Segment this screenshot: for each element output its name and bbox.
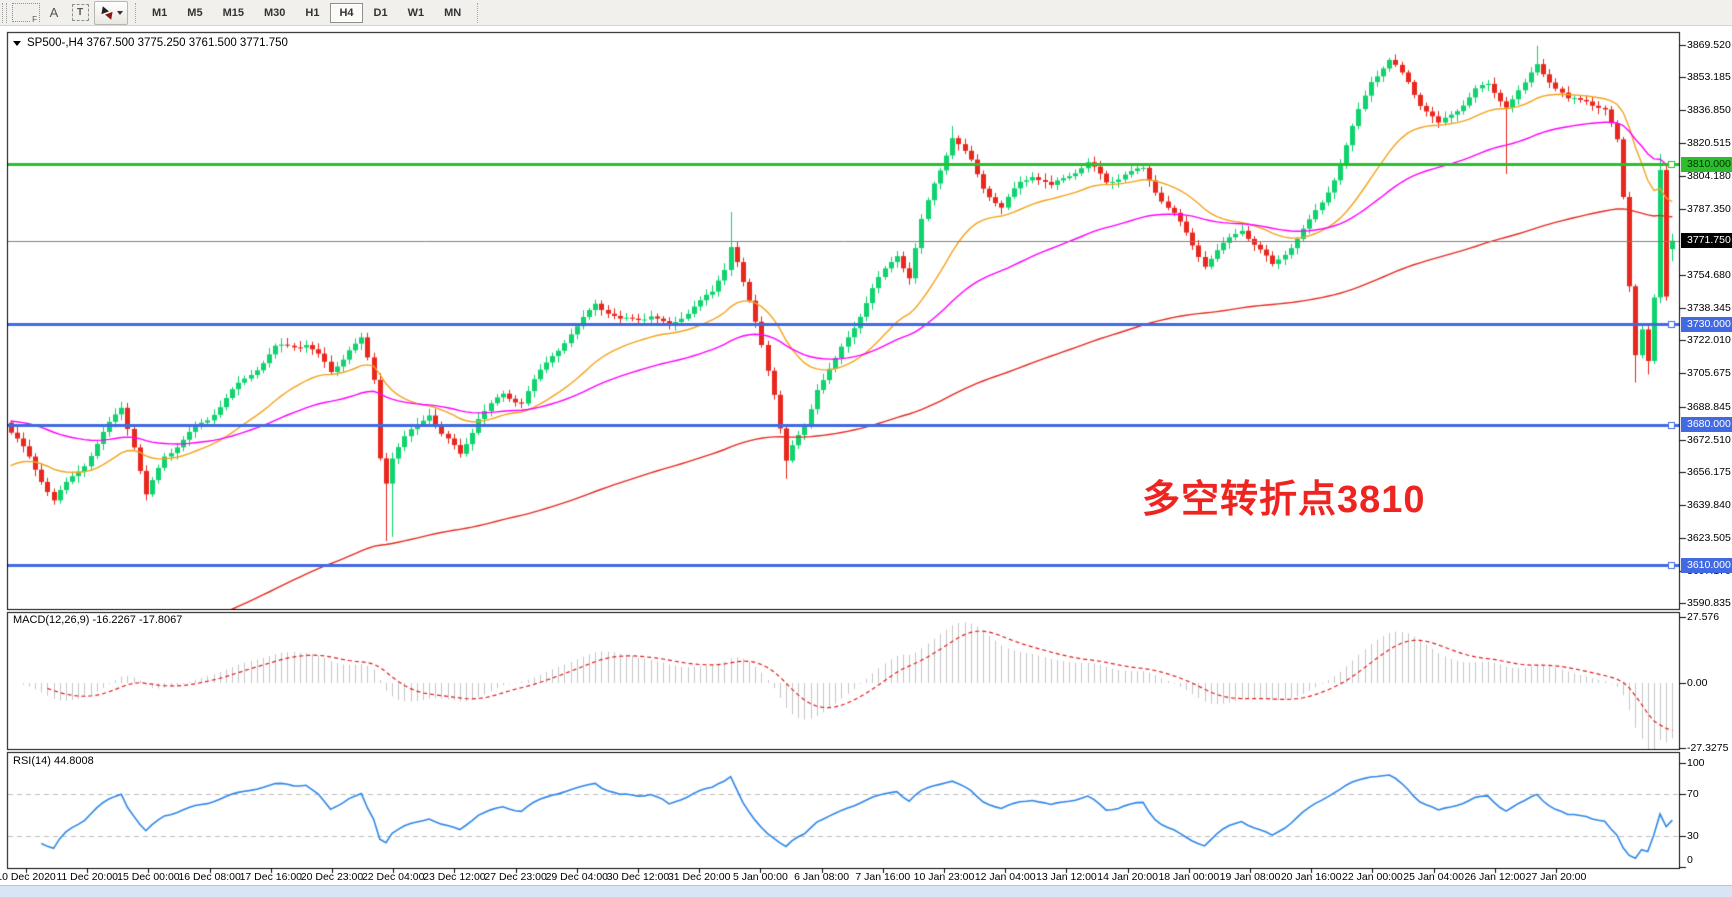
label-tool-button[interactable]: T xyxy=(68,2,92,24)
price-tick-label: 3656.175 xyxy=(1687,466,1731,479)
timeframe-button-m1[interactable]: M1 xyxy=(152,6,168,19)
macd-tick-label: 0.00 xyxy=(1687,677,1708,689)
dropdown-triangle-icon[interactable] xyxy=(13,40,21,46)
timeframe-button-m15[interactable]: M15 xyxy=(222,6,244,19)
time-label: 29 Dec 04:00 xyxy=(545,871,609,883)
time-label: 6 Jan 08:00 xyxy=(794,871,850,883)
arrows-icon xyxy=(98,4,115,21)
price-tick-label: 3623.505 xyxy=(1687,531,1731,544)
time-label: 10 Jan 23:00 xyxy=(913,871,975,883)
level-tag-3610: 3610.000 xyxy=(1681,558,1732,573)
price-tick-label: 3672.510 xyxy=(1687,433,1731,446)
price-tick-label: 3820.515 xyxy=(1687,136,1731,149)
toolbar-separator xyxy=(477,2,479,23)
time-label: 31 Dec 20:00 xyxy=(667,871,731,883)
time-label: 23 Dec 12:00 xyxy=(423,871,486,883)
arrows-tool-button[interactable] xyxy=(94,0,128,25)
time-label: 12 Jan 04:00 xyxy=(974,871,1036,883)
time-label: 19 Jan 08:00 xyxy=(1219,871,1281,883)
time-label: 14 Jan 20:00 xyxy=(1097,871,1158,883)
price-tick-label: 3836.850 xyxy=(1687,104,1731,117)
toolbar-separator xyxy=(135,2,136,23)
rsi-tick-label: 0 xyxy=(1687,854,1693,866)
time-label: 26 Jan 12:00 xyxy=(1464,871,1526,883)
time-label: 7 Jan 16:00 xyxy=(855,871,911,883)
toolbar-grip[interactable] xyxy=(2,2,7,23)
price-tick-label: 3639.840 xyxy=(1687,499,1731,512)
toolbar: F A T M1 M5 M15 M30 H1 H4 D1 W1 MN xyxy=(0,0,1732,26)
label-tool-letter: T xyxy=(76,7,84,18)
frame-tool-button[interactable]: F xyxy=(12,2,40,24)
time-label: 16 Dec 08:00 xyxy=(178,871,241,883)
timeframe-button-d1[interactable]: D1 xyxy=(373,6,388,19)
timeframe-button-mn[interactable]: MN xyxy=(444,6,462,19)
timeframe-button-m5[interactable]: M5 xyxy=(187,6,203,19)
time-label: 10 Dec 2020 xyxy=(0,871,56,883)
chart-title-text: SP500-,H4 3767.500 3775.250 3761.500 377… xyxy=(27,37,288,49)
price-tick-label: 3722.010 xyxy=(1687,334,1731,347)
current-price-tag: 3771.750 xyxy=(1681,233,1732,248)
price-tick-label: 3869.520 xyxy=(1687,38,1731,51)
chart-region: SP500-,H4 3767.500 3775.250 3761.500 377… xyxy=(0,27,1732,897)
time-label: 22 Dec 04:00 xyxy=(361,871,425,883)
macd-tick-label: -27.3275 xyxy=(1687,742,1729,755)
time-label: 30 Dec 12:00 xyxy=(606,871,670,883)
price-tick-label: 3705.675 xyxy=(1687,367,1731,380)
level-tag-3810: 3810.000 xyxy=(1681,157,1732,172)
chart-canvas[interactable] xyxy=(0,27,1732,897)
time-label: 15 Dec 00:00 xyxy=(117,871,180,883)
time-label: 13 Jan 12:00 xyxy=(1036,871,1097,883)
rsi-tick-label: 70 xyxy=(1687,788,1699,801)
macd-label: MACD(12,26,9) -16.2267 -17.8067 xyxy=(13,614,183,626)
text-tool-label: A xyxy=(49,5,59,20)
label-tool-icon: T xyxy=(71,4,89,21)
price-tick-label: 3754.680 xyxy=(1687,268,1731,281)
level-tag-3680: 3680.000 xyxy=(1681,417,1732,432)
time-label: 27 Jan 20:00 xyxy=(1525,871,1587,883)
time-label: 11 Dec 20:00 xyxy=(56,871,119,883)
time-label: 18 Jan 00:00 xyxy=(1158,871,1220,883)
bottom-strip xyxy=(0,885,1732,897)
time-label: 20 Dec 23:00 xyxy=(300,871,364,883)
price-tick-label: 3804.180 xyxy=(1687,169,1731,182)
rsi-tick-label: 100 xyxy=(1687,757,1705,769)
text-tool-button[interactable]: A xyxy=(42,2,66,24)
arrow-down-icon xyxy=(104,11,115,21)
annotation-text[interactable]: 多空转折点3810 xyxy=(1142,479,1426,521)
price-tick-label: 3688.845 xyxy=(1687,400,1731,413)
timeframe-button-h1[interactable]: H1 xyxy=(305,6,320,19)
time-label: 17 Dec 16:00 xyxy=(239,871,303,883)
price-tick-label: 3787.350 xyxy=(1687,203,1731,216)
price-tick-label: 3590.835 xyxy=(1687,597,1731,610)
price-tick-label: 3853.185 xyxy=(1687,71,1731,84)
frame-f-label: F xyxy=(31,15,38,24)
timeframe-group: M1 M5 M15 M30 H1 H4 D1 W1 MN xyxy=(142,2,471,23)
time-label: 22 Jan 00:00 xyxy=(1342,871,1403,883)
level-tag-3730: 3730.000 xyxy=(1681,317,1732,332)
chart-title: SP500-,H4 3767.500 3775.250 3761.500 377… xyxy=(13,37,288,49)
time-label: 27 Dec 23:00 xyxy=(484,871,547,883)
timeframe-button-m30[interactable]: M30 xyxy=(263,6,286,19)
timeframe-button-h4[interactable]: H4 xyxy=(330,2,363,23)
arrow-up-icon xyxy=(98,4,109,14)
macd-tick-label: 27.576 xyxy=(1687,611,1720,623)
dotted-frame-icon: F xyxy=(12,3,40,24)
rsi-tick-label: 30 xyxy=(1687,829,1699,842)
dropdown-caret-icon xyxy=(116,10,123,15)
time-label: 20 Jan 16:00 xyxy=(1280,871,1342,883)
time-label: 5 Jan 00:00 xyxy=(732,871,788,883)
time-label: 25 Jan 04:00 xyxy=(1403,871,1464,883)
price-tick-label: 3738.345 xyxy=(1687,301,1731,314)
rsi-label: RSI(14) 44.8008 xyxy=(13,755,94,767)
timeframe-button-w1[interactable]: W1 xyxy=(407,6,425,19)
